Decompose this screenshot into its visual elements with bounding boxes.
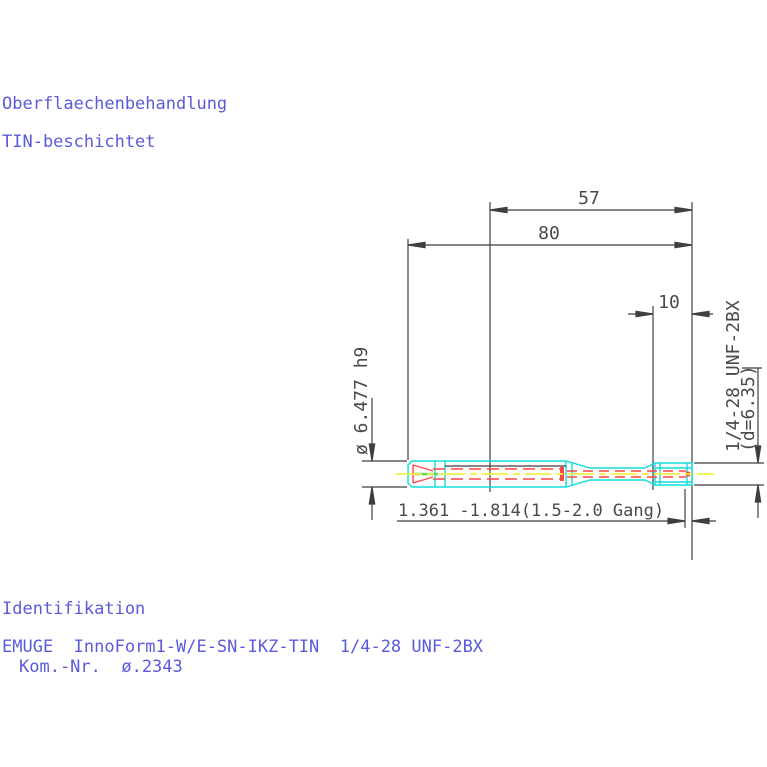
dim-text-80: 80 [538,223,560,244]
coolant-funnel-top [412,464,434,472]
arrow-lead-right [691,517,710,525]
tool-outline [407,460,693,488]
dim-text-57: 57 [578,188,600,209]
dim-text-thread-designation: 1/4-28 UNF-2BX [723,300,744,452]
arrow-80-right [674,241,693,249]
tool-designation: EMUGE InnoForm1-W/E-SN-IKZ-TIN 1/4-28 UN… [2,637,484,657]
arrow-57-left [489,206,508,214]
arrow-57-right [674,206,693,214]
kom-nr: Kom.-Nr. ø.2343 [19,657,183,677]
surface-treatment-heading: Oberflaechenbehandlung [2,94,228,114]
surface-treatment-value: TIN-beschichtet [2,132,156,152]
coolant-funnel-bottom [412,476,434,484]
arrow-80-left [407,241,426,249]
dimension-lines [368,206,762,525]
arrow-thread-dia-top [754,445,762,464]
dim-text-shank-diameter: ø 6.477 h9 [351,347,372,455]
extension-lines [362,202,764,560]
dim-text-10: 10 [658,292,680,313]
arrow-lead-left [667,517,686,525]
dim-text-thread-diameter: (d=6.35) [738,365,759,452]
identification-heading: Identifikation [2,599,146,619]
dim-text-lead-taper: 1.361 -1.814(1.5-2.0 Gang) [398,501,664,521]
arrow-10-right [691,310,710,318]
arrow-10-left [635,310,654,318]
arrow-dia-bottom [368,486,376,505]
arrow-thread-dia-bottom [754,484,762,503]
arrow-dia-top [368,443,376,462]
